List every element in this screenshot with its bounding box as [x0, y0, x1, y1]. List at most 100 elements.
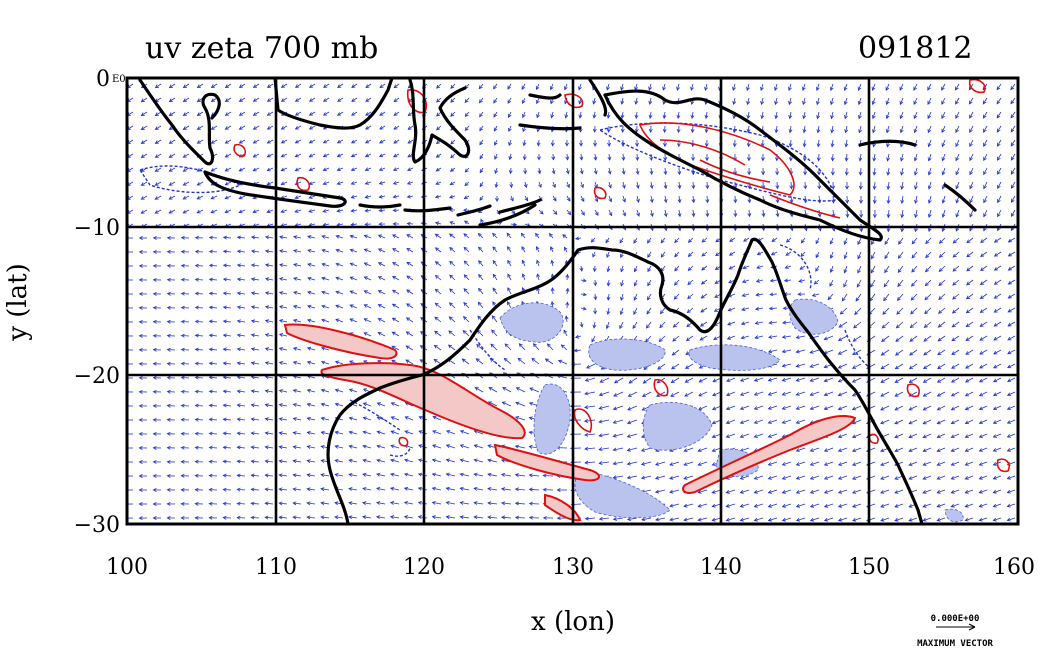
- wind-vector-head: [321, 248, 326, 253]
- wind-vector-head: [922, 517, 927, 522]
- wind-vector-head: [858, 157, 863, 162]
- wind-vector: [607, 265, 610, 272]
- wind-vector: [669, 461, 680, 466]
- wind-vector: [754, 405, 764, 410]
- wind-vector-head: [620, 128, 625, 133]
- wind-vector: [225, 153, 232, 158]
- wind-vector: [660, 307, 666, 314]
- wind-vector-head: [461, 358, 466, 363]
- wind-vector: [580, 321, 583, 327]
- wind-vector-head: [266, 139, 271, 144]
- wind-vector-head: [896, 310, 901, 315]
- wind-vector: [800, 251, 806, 257]
- wind-vector-head: [768, 306, 773, 311]
- wind-vector-head: [463, 195, 468, 200]
- wind-vector-head: [627, 393, 632, 397]
- wind-vector-head: [612, 516, 618, 521]
- wind-vector-head: [508, 127, 512, 132]
- wind-vector-head: [683, 476, 688, 480]
- wind-vector: [726, 433, 736, 438]
- wind-vector: [406, 289, 414, 295]
- wind-vector-head: [478, 246, 482, 251]
- wind-vector-head: [349, 304, 354, 309]
- wind-vector: [650, 167, 653, 175]
- wind-vector-head: [511, 210, 516, 215]
- wind-vector-head: [871, 115, 876, 120]
- wind-vector: [432, 430, 442, 435]
- wind-vector-head: [264, 487, 269, 492]
- wind-vector-head: [837, 337, 843, 341]
- wind-vector: [636, 195, 640, 203]
- wind-vector: [951, 377, 960, 383]
- wind-vector: [566, 181, 570, 188]
- wind-vector-head: [180, 249, 185, 254]
- wind-vector-head: [837, 392, 842, 397]
- wind-vector: [279, 516, 288, 519]
- wind-vector-head: [154, 182, 159, 186]
- wind-vector: [838, 489, 848, 494]
- wind-vector-head: [997, 156, 1001, 161]
- wind-vector-head: [407, 112, 412, 117]
- wind-vector-head: [927, 157, 932, 162]
- wind-vector: [969, 195, 974, 203]
- wind-vector: [845, 125, 848, 133]
- wind-vector-head: [936, 448, 941, 452]
- wind-vector: [265, 404, 274, 407]
- wind-vector-head: [855, 297, 860, 302]
- wind-vector: [801, 237, 806, 244]
- wind-vector: [748, 209, 750, 217]
- wind-vector-head: [641, 517, 646, 522]
- wind-vector: [362, 502, 372, 505]
- wind-vector: [997, 209, 1002, 217]
- wind-vector-head: [462, 315, 467, 320]
- wind-vector: [491, 315, 498, 323]
- wind-vector: [656, 391, 666, 397]
- wind-vector: [436, 153, 442, 158]
- wind-vector: [941, 125, 946, 133]
- wind-vector-head: [829, 254, 834, 259]
- wind-vector: [802, 97, 806, 105]
- wind-vector-head: [741, 293, 746, 297]
- wind-vector-head: [809, 490, 815, 494]
- wind-vector: [1007, 475, 1016, 480]
- wind-vector-head: [473, 458, 478, 463]
- wind-vector-head: [393, 139, 398, 144]
- wind-vector-head: [925, 254, 930, 259]
- wind-vector: [448, 330, 456, 337]
- wind-vector: [279, 278, 288, 281]
- wind-vector: [450, 83, 456, 89]
- wind-vector-head: [252, 153, 257, 158]
- wind-vector-head: [740, 335, 745, 340]
- wind-vector-head: [936, 476, 941, 480]
- wind-vector-head: [815, 267, 819, 272]
- wind-vector: [979, 349, 988, 355]
- wind-vector: [494, 139, 498, 146]
- wind-vector-head: [740, 321, 746, 326]
- wind-vector-head: [885, 86, 890, 91]
- wind-vector: [545, 358, 554, 365]
- wind-vector: [155, 97, 162, 102]
- wind-vector: [757, 251, 764, 255]
- wind-vector-head: [292, 515, 297, 520]
- wind-vector: [993, 517, 1002, 521]
- wind-vector: [747, 125, 750, 133]
- wind-vector: [599, 419, 610, 423]
- wind-vector-head: [746, 86, 750, 92]
- wind-vector: [852, 419, 862, 424]
- wind-vector-head: [208, 347, 213, 352]
- wind-vector: [913, 111, 918, 119]
- wind-vector: [994, 279, 1002, 285]
- wind-vector: [670, 391, 680, 397]
- wind-vector: [183, 153, 190, 158]
- wind-vector-head: [691, 227, 696, 232]
- wind-vector-head: [978, 448, 983, 452]
- wind-vector: [838, 433, 848, 438]
- wind-vector-head: [306, 445, 311, 449]
- wind-vector-head: [222, 515, 227, 520]
- wind-vector-head: [264, 473, 269, 478]
- wind-vector-head: [306, 318, 312, 323]
- wind-vector: [253, 111, 260, 116]
- wind-vector-head: [704, 86, 708, 91]
- wind-vector: [632, 321, 638, 329]
- wind-vector-head: [955, 227, 960, 232]
